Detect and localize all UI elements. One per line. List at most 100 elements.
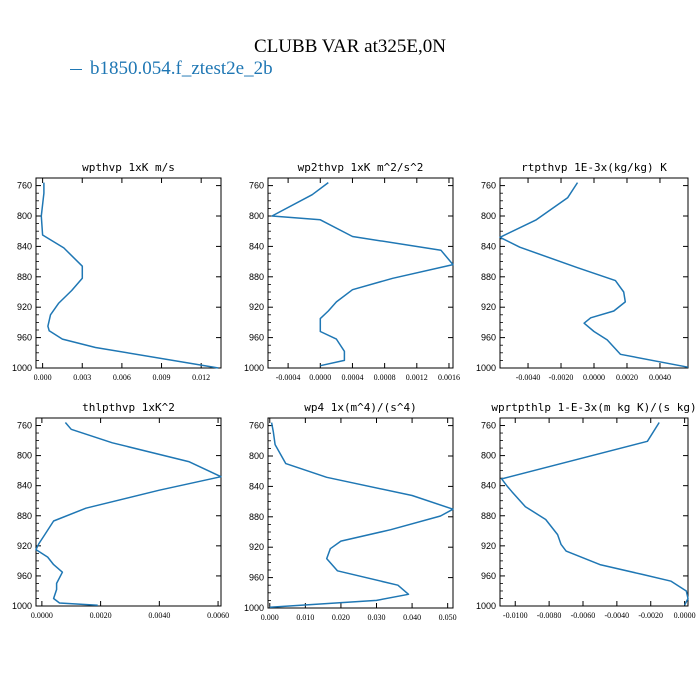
y-tick-label: 1000 xyxy=(12,363,32,373)
y-tick-label: 880 xyxy=(481,511,496,521)
panel-title: wp4 1x(m^4)/(s^4) xyxy=(304,401,417,414)
y-tick-label: 800 xyxy=(17,451,32,461)
x-tick-label: 0.010 xyxy=(296,613,314,622)
x-tick-label: 0.0016 xyxy=(438,373,460,382)
x-tick-label: 0.000 xyxy=(261,613,279,622)
plot-frame xyxy=(499,417,689,607)
y-tick-label: 800 xyxy=(249,211,264,221)
panel-title: thlpthvp 1xK^2 xyxy=(82,401,175,414)
y-tick-label: 1000 xyxy=(244,603,264,613)
x-tick-label: 0.0000 xyxy=(309,373,331,382)
x-tick-label: -0.0080 xyxy=(537,611,562,620)
y-tick-label: 800 xyxy=(481,451,496,461)
x-tick-label: 0.0000 xyxy=(31,611,53,620)
legend: b1850.054.f_ztest2e_2b xyxy=(70,58,273,80)
y-tick-label: 880 xyxy=(249,512,264,522)
x-tick-label: 0.050 xyxy=(439,613,457,622)
x-tick-label: 0.040 xyxy=(403,613,421,622)
y-tick-label: 880 xyxy=(17,272,32,282)
x-tick-label: 0.009 xyxy=(153,373,171,382)
y-tick-label: 920 xyxy=(17,541,32,551)
x-tick-label: 0.003 xyxy=(73,373,91,382)
x-tick-label: 0.0000 xyxy=(583,373,605,382)
y-tick-label: 760 xyxy=(17,421,32,431)
panel-title: rtpthvp 1E-3x(kg/kg) K xyxy=(521,161,667,174)
x-tick-label: 0.0040 xyxy=(148,611,170,620)
series-line xyxy=(500,422,689,606)
panel-2: wp2thvp 1xK m^2/s^2 760 800 840 880 920 960 100… xyxy=(244,161,460,382)
series-line xyxy=(499,182,689,368)
x-tick-label: -0.0040 xyxy=(516,373,541,382)
y-tick-label: 960 xyxy=(249,333,264,343)
x-tick-label: 0.0008 xyxy=(374,373,396,382)
y-tick-label: 920 xyxy=(17,302,32,312)
x-tick-label: -0.0004 xyxy=(276,373,301,382)
series-line xyxy=(271,182,454,367)
y-tick-label: 840 xyxy=(17,481,32,491)
series-line xyxy=(40,182,219,369)
plot-frame xyxy=(267,177,454,369)
y-tick-label: 760 xyxy=(481,421,496,431)
x-tick-label: 0.030 xyxy=(368,613,386,622)
panel-5: wp4 1x(m^4)/(s^4)76080084088092096010000… xyxy=(244,401,457,622)
y-tick-label: 920 xyxy=(481,541,496,551)
plot-frame xyxy=(267,417,454,609)
x-tick-label: 0.0060 xyxy=(207,611,229,620)
y-tick-label: 800 xyxy=(17,211,32,221)
y-tick-label: 960 xyxy=(17,333,32,343)
y-tick-label: 760 xyxy=(481,181,496,191)
y-tick-label: 760 xyxy=(249,421,264,431)
y-tick-label: 840 xyxy=(249,481,264,491)
y-tick-label: 1000 xyxy=(12,601,32,611)
chart-title: CLUBB VAR at325E,0N xyxy=(254,36,446,57)
y-tick-label: 960 xyxy=(481,333,496,343)
x-tick-label: -0.0020 xyxy=(638,611,663,620)
y-tick-label: 920 xyxy=(249,542,264,552)
y-tick-label: 840 xyxy=(481,241,496,251)
y-tick-label: 840 xyxy=(249,241,264,251)
y-tick-label: 840 xyxy=(17,241,32,251)
panel-1: wpthvp 1xK m/s76080084088092096010000.00… xyxy=(12,161,222,382)
y-tick-label: 920 xyxy=(481,302,496,312)
x-tick-label: 0.000 xyxy=(34,373,52,382)
x-tick-label: -0.0060 xyxy=(571,611,596,620)
series-line xyxy=(35,422,222,606)
x-tick-label: 0.020 xyxy=(332,613,350,622)
y-tick-label: 880 xyxy=(481,272,496,282)
y-tick-label: 760 xyxy=(249,181,264,191)
y-tick-label: 760 xyxy=(17,181,32,191)
y-tick-label: 840 xyxy=(481,481,496,491)
plot-frame xyxy=(35,417,222,607)
x-tick-label: 0.0020 xyxy=(90,611,112,620)
y-tick-label: 1000 xyxy=(244,363,264,373)
series-line xyxy=(269,422,454,608)
x-tick-label: -0.0100 xyxy=(503,611,528,620)
y-tick-label: 1000 xyxy=(476,601,496,611)
y-tick-label: 1000 xyxy=(476,363,496,373)
panel-title: wpthvp 1xK m/s xyxy=(82,161,175,174)
x-tick-label: -0.0040 xyxy=(605,611,630,620)
y-tick-label: 960 xyxy=(481,571,496,581)
y-tick-label: 800 xyxy=(481,211,496,221)
x-tick-label: 0.006 xyxy=(113,373,131,382)
y-tick-label: 960 xyxy=(17,571,32,581)
x-tick-label: 0.0020 xyxy=(616,373,638,382)
y-tick-label: 960 xyxy=(249,573,264,583)
y-tick-label: 920 xyxy=(249,302,264,312)
panel-title: wprtpthlp 1-E-3x(m kg K)/(s kg) xyxy=(491,401,696,414)
y-tick-label: 880 xyxy=(17,511,32,521)
y-tick-label: 880 xyxy=(249,272,264,282)
x-tick-label: 0.012 xyxy=(192,373,210,382)
panel-6: wprtpthlp 1-E-3x(m kg K)/(s kg) 760 800 840… xyxy=(476,401,697,620)
x-tick-label: -0.0020 xyxy=(549,373,574,382)
x-tick-label: 0.0012 xyxy=(406,373,428,382)
legend-line-swatch xyxy=(70,69,82,71)
panel-3: rtpthvp 1E-3x(kg/kg) K 760 800 840 880 920 960… xyxy=(476,161,689,382)
x-tick-label: 0.0040 xyxy=(649,373,671,382)
panel-4: thlpthvp 1xK^276080084088092096010000.00… xyxy=(12,401,229,620)
x-tick-label: 0.0000 xyxy=(674,611,696,620)
plot-frame xyxy=(35,177,222,369)
legend-label: b1850.054.f_ztest2e_2b xyxy=(90,58,273,79)
panel-title: wp2thvp 1xK m^2/s^2 xyxy=(298,161,424,174)
